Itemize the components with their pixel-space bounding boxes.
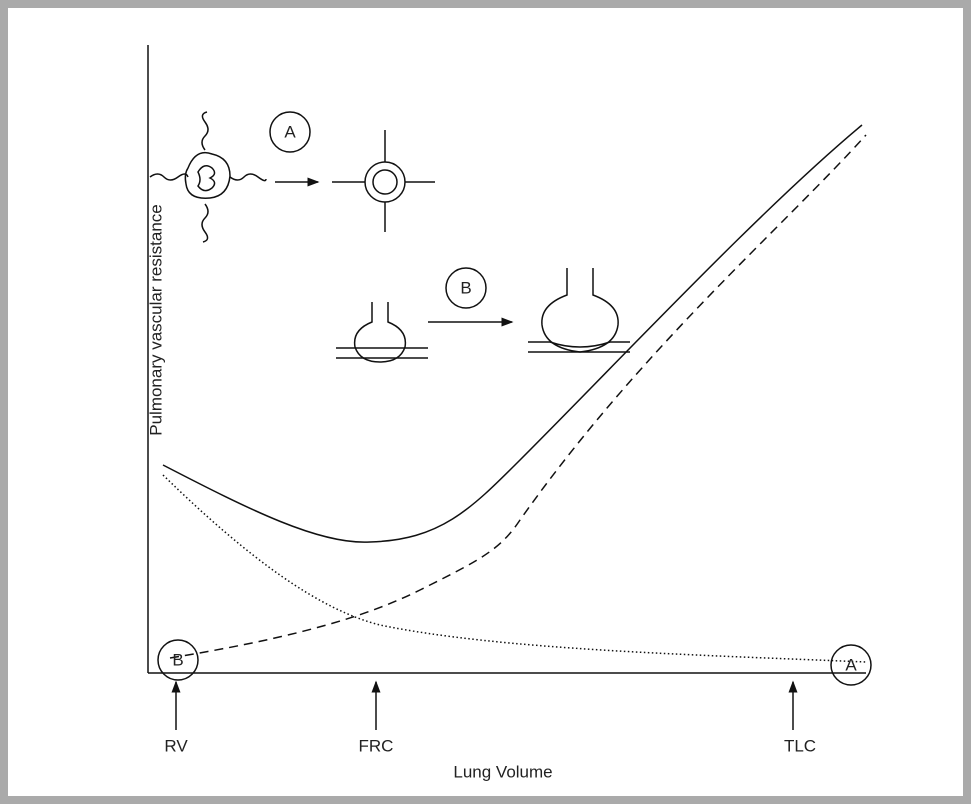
page: Pulmonary vascular resistance Lung Volum… bbox=[0, 0, 971, 804]
volume-marker: RV bbox=[164, 736, 188, 755]
circle-label: A bbox=[845, 655, 857, 674]
volume-marker: FRC bbox=[359, 736, 394, 755]
alveolar-vessel-curve bbox=[170, 135, 866, 658]
extra-alveolar-vessel-curve bbox=[163, 475, 866, 662]
circle-label: B bbox=[172, 650, 183, 669]
inset-b bbox=[336, 268, 630, 362]
total-resistance-curve bbox=[163, 125, 862, 542]
volume-marker: TLC bbox=[784, 736, 816, 755]
circle-label: A bbox=[284, 122, 296, 141]
x-axis-label: Lung Volume bbox=[453, 762, 552, 781]
diagram: Pulmonary vascular resistance Lung Volum… bbox=[0, 0, 971, 804]
circle-label: B bbox=[460, 278, 471, 297]
y-axis-label: Pulmonary vascular resistance bbox=[146, 204, 165, 435]
